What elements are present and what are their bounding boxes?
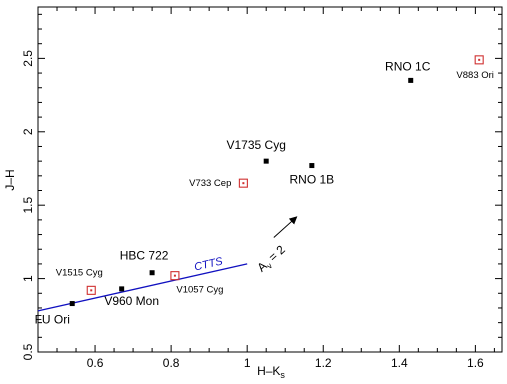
y-tick-label: 1 [21,275,35,282]
data-point-filled [408,77,414,83]
point-label: V1057 Cyg [176,285,223,296]
data-points: FU Ori V960 Mon HBC 722 V1735 Cyg RNO 1B RNO … [35,55,494,327]
point-label: RNO 1C [385,59,431,73]
plot-frame [37,6,503,353]
x-tick-label: 1.6 [467,356,484,370]
x-axis-ticks: 0.6 0.8 1 1.2 1.4 1.6 [37,7,495,370]
point-label: FU Ori [35,313,70,327]
data-point-open-center [90,289,93,292]
data-point-open [170,271,180,281]
data-point-filled [309,163,315,169]
data-point-open [238,178,248,188]
point-label: V733 Cep [189,178,231,189]
reddening-vector-label: Av = 2 [254,242,289,276]
point-label: V883 Ori [456,70,494,81]
x-axis-label-subscript: s [280,370,285,380]
point-label: RNO 1B [289,173,334,187]
point-label: V1735 Cyg [227,138,286,152]
y-tick-label: 1.5 [21,197,35,214]
data-point-filled [149,270,155,276]
x-axis-label: H–Ks [257,364,285,380]
data-point-open-center [173,274,176,277]
y-axis-ticks: 0.5 1 1.5 2 2.5 [21,13,502,360]
data-point-filled [69,301,75,307]
x-tick-label: 1.4 [391,356,408,370]
point-label: V960 Mon [104,294,159,308]
y-tick-label: 0.5 [21,343,35,360]
data-point-filled [263,158,269,164]
x-tick-label: 0.8 [163,356,180,370]
x-tick-label: 1.2 [315,356,332,370]
data-point-filled [119,286,125,292]
data-point-open [474,55,484,65]
data-point-open [86,285,96,295]
point-label: HBC 722 [120,249,169,263]
reddening-vector-arrow [273,216,298,238]
y-tick-label: 2.5 [21,50,35,67]
ctts-label: CTTS [193,255,224,273]
x-tick-label: 0.6 [87,356,104,370]
data-point-open-center [478,58,481,61]
y-tick-label: 2 [21,128,35,135]
y-axis-label: J–H [3,169,17,190]
x-tick-label: 1 [244,356,251,370]
data-point-open-center [242,182,245,185]
reddening-label-subscript: v [265,261,274,270]
point-label: V1515 Cyg [56,267,103,278]
